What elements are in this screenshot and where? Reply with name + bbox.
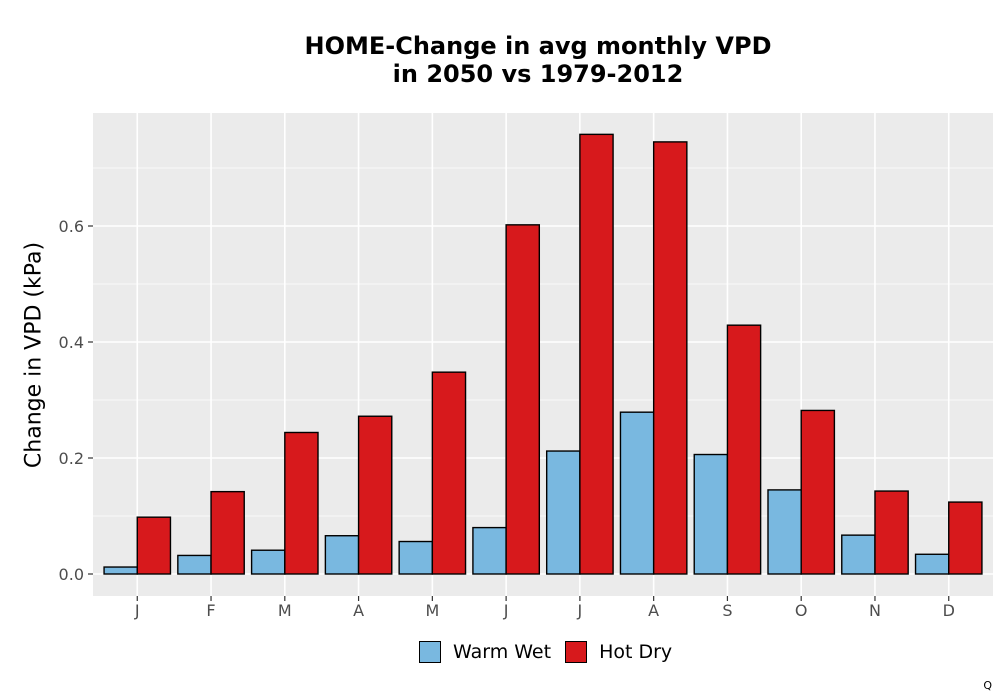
legend-label-hot-dry: Hot Dry (599, 641, 673, 663)
bar-warm-wet-11 (914, 553, 950, 575)
bar-hot-dry-1 (210, 490, 245, 575)
bar-warm-wet-0 (103, 566, 138, 575)
x-tick-label: J (503, 601, 509, 620)
bar-warm-wet-4 (398, 540, 434, 575)
bar-warm-wet-1 (177, 554, 212, 575)
x-tick-label: M (425, 601, 439, 620)
bar-hot-dry-2 (284, 431, 319, 575)
x-tick-label: A (648, 601, 659, 620)
y-tick-label: 0.4 (59, 333, 84, 352)
legend-swatch-warm-wet (419, 641, 441, 663)
bar-warm-wet-5 (472, 526, 507, 575)
corner-mark: Q (983, 679, 992, 692)
bar-warm-wet-3 (324, 535, 360, 575)
bar-hot-dry-0 (136, 516, 172, 575)
legend: Warm Wet Hot Dry (419, 641, 686, 663)
x-tick-label: A (353, 601, 364, 620)
bar-hot-dry-7 (652, 141, 688, 575)
bar-warm-wet-2 (250, 549, 286, 575)
bar-hot-dry-10 (874, 490, 909, 575)
y-tick-label: 0.2 (59, 449, 84, 468)
bar-warm-wet-10 (841, 534, 876, 575)
bar-hot-dry-4 (431, 371, 467, 575)
legend-item-hot-dry: Hot Dry (565, 641, 672, 663)
x-tick-label: D (943, 601, 955, 620)
bar-hot-dry-6 (579, 133, 614, 575)
legend-item-warm-wet: Warm Wet (419, 641, 551, 663)
x-tick-label: M (278, 601, 292, 620)
x-tick-label: O (795, 601, 808, 620)
x-tick-label: S (722, 601, 732, 620)
legend-swatch-hot-dry (565, 641, 588, 663)
y-tick-label: 0.6 (59, 217, 84, 236)
chart-title-line2: in 2050 vs 1979-2012 (392, 60, 684, 88)
bar-warm-wet-9 (767, 489, 802, 575)
bar-hot-dry-9 (800, 409, 836, 575)
x-tick-label: J (134, 601, 140, 620)
x-tick-label: J (577, 601, 583, 620)
bar-hot-dry-11 (948, 501, 983, 575)
bar-hot-dry-8 (726, 324, 762, 575)
bar-warm-wet-6 (545, 450, 581, 575)
bar-warm-wet-7 (619, 411, 655, 575)
legend-label-warm-wet: Warm Wet (453, 641, 552, 663)
bar-hot-dry-3 (357, 415, 393, 575)
bar-warm-wet-8 (693, 453, 729, 575)
y-tick-label: 0.0 (59, 565, 84, 584)
x-tick-label: N (869, 601, 881, 620)
x-tick-label: F (206, 601, 215, 620)
bar-hot-dry-5 (505, 224, 541, 575)
chart-title: HOME-Change in avg monthly VPD in 2050 v… (0, 32, 1000, 88)
chart-title-line1: HOME-Change in avg monthly VPD (304, 32, 772, 60)
